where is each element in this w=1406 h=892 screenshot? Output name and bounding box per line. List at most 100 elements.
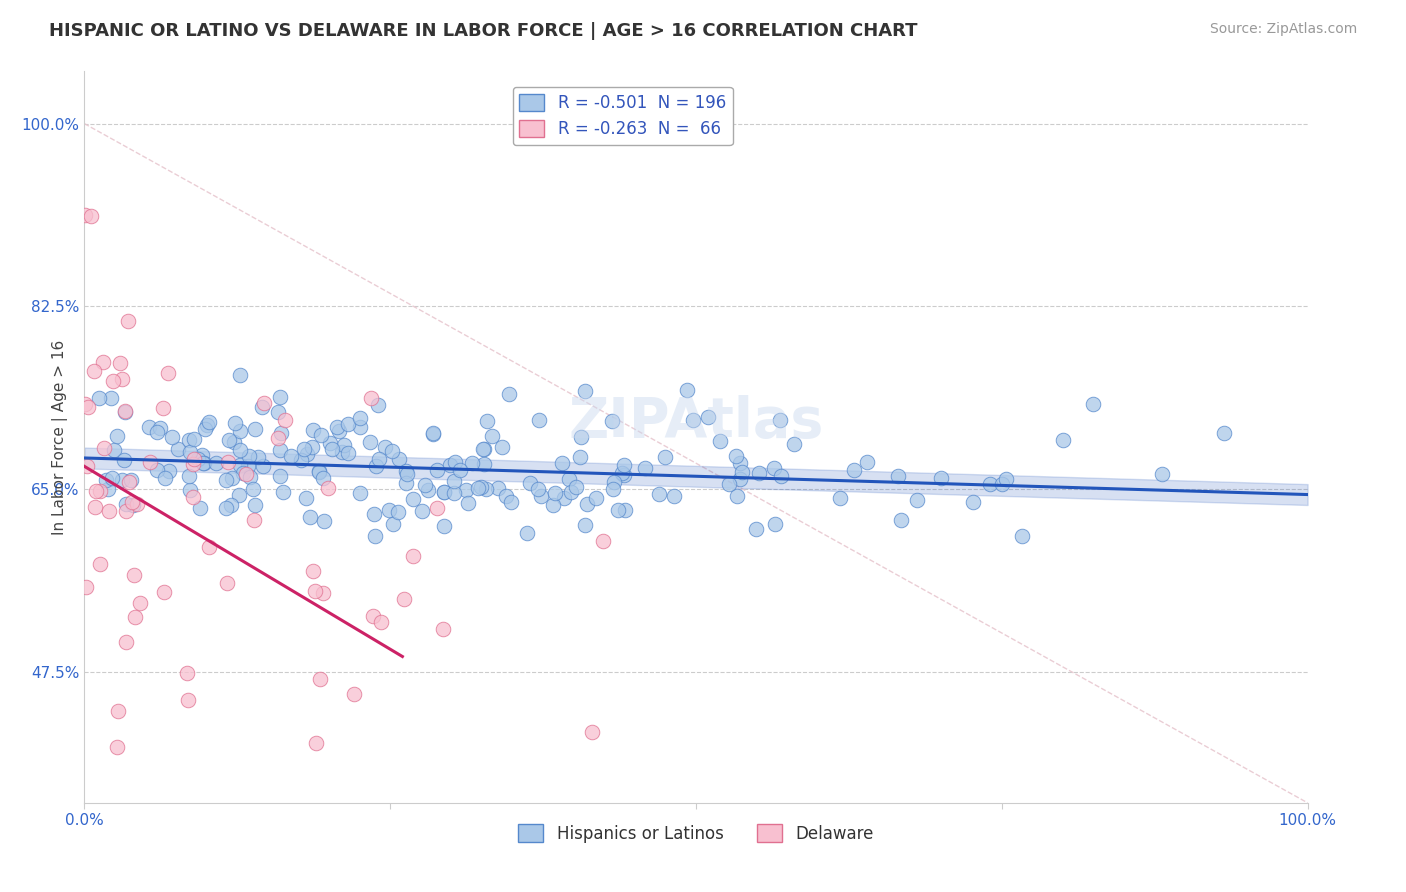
Point	[381, 444, 404, 458]
Point	[228, 488, 250, 502]
Point	[359, 434, 381, 449]
Point	[475, 482, 498, 496]
Point	[243, 421, 266, 435]
Point	[368, 452, 391, 467]
Point	[443, 474, 465, 488]
Point	[238, 449, 260, 463]
Point	[155, 471, 177, 485]
Point	[146, 425, 169, 440]
Point	[94, 473, 117, 487]
Point	[87, 392, 110, 406]
Point	[269, 469, 291, 483]
Point	[574, 518, 596, 533]
Point	[312, 514, 335, 528]
Point	[217, 576, 239, 591]
Point	[890, 513, 912, 527]
Point	[731, 465, 754, 479]
Point	[84, 500, 107, 514]
Y-axis label: In Labor Force | Age > 16: In Labor Force | Age > 16	[52, 340, 67, 534]
Point	[312, 586, 335, 600]
Point	[527, 483, 550, 497]
Point	[349, 486, 371, 500]
Point	[152, 401, 174, 415]
Point	[676, 384, 699, 398]
Point	[769, 468, 792, 483]
Point	[224, 416, 246, 430]
Point	[654, 450, 676, 464]
Point	[114, 504, 136, 518]
Point	[709, 434, 731, 449]
Point	[387, 505, 409, 519]
Point	[280, 450, 302, 464]
Point	[367, 398, 389, 412]
Point	[402, 491, 425, 506]
Point	[93, 442, 115, 456]
Point	[98, 503, 121, 517]
Point	[77, 400, 100, 414]
Point	[607, 503, 630, 517]
Point	[495, 489, 517, 503]
Point	[115, 497, 138, 511]
Point	[529, 827, 551, 841]
Point	[309, 428, 332, 442]
Point	[349, 420, 371, 434]
Point	[364, 529, 387, 543]
Point	[103, 442, 125, 457]
Point	[157, 464, 180, 478]
Text: ZIPAtlas: ZIPAtlas	[568, 395, 824, 450]
Point	[267, 405, 290, 419]
Point	[439, 458, 461, 472]
Point	[117, 313, 139, 327]
Point	[574, 384, 596, 398]
Point	[243, 498, 266, 512]
Point	[305, 736, 328, 750]
Point	[454, 483, 477, 498]
Point	[697, 409, 720, 424]
Point	[343, 687, 366, 701]
Point	[160, 430, 183, 444]
Point	[544, 486, 567, 500]
Point	[215, 473, 238, 487]
Point	[301, 564, 323, 578]
Point	[560, 484, 582, 499]
Point	[103, 374, 125, 388]
Point	[449, 463, 471, 477]
Point	[229, 368, 252, 382]
Point	[581, 724, 603, 739]
Point	[728, 473, 751, 487]
Point	[217, 454, 239, 468]
Point	[995, 472, 1018, 486]
Point	[388, 451, 411, 466]
Point	[295, 447, 318, 461]
Point	[271, 484, 294, 499]
Point	[783, 437, 806, 451]
Point	[97, 482, 120, 496]
Point	[308, 464, 330, 478]
Point	[361, 609, 384, 624]
Point	[108, 356, 131, 370]
Point	[718, 476, 741, 491]
Point	[328, 424, 350, 438]
Point	[962, 495, 984, 509]
Point	[553, 491, 575, 506]
Point	[828, 491, 851, 505]
Point	[236, 459, 259, 474]
Point	[745, 522, 768, 536]
Point	[298, 510, 321, 524]
Point	[308, 465, 330, 479]
Point	[603, 475, 626, 489]
Point	[395, 467, 418, 481]
Point	[194, 422, 217, 436]
Point	[472, 442, 495, 457]
Point	[527, 413, 550, 427]
Point	[80, 209, 103, 223]
Point	[122, 498, 145, 512]
Point	[215, 501, 238, 516]
Point	[89, 558, 111, 572]
Point	[193, 456, 215, 470]
Point	[569, 430, 592, 444]
Point	[218, 433, 240, 447]
Point	[235, 467, 257, 481]
Point	[467, 481, 489, 495]
Point	[183, 432, 205, 446]
